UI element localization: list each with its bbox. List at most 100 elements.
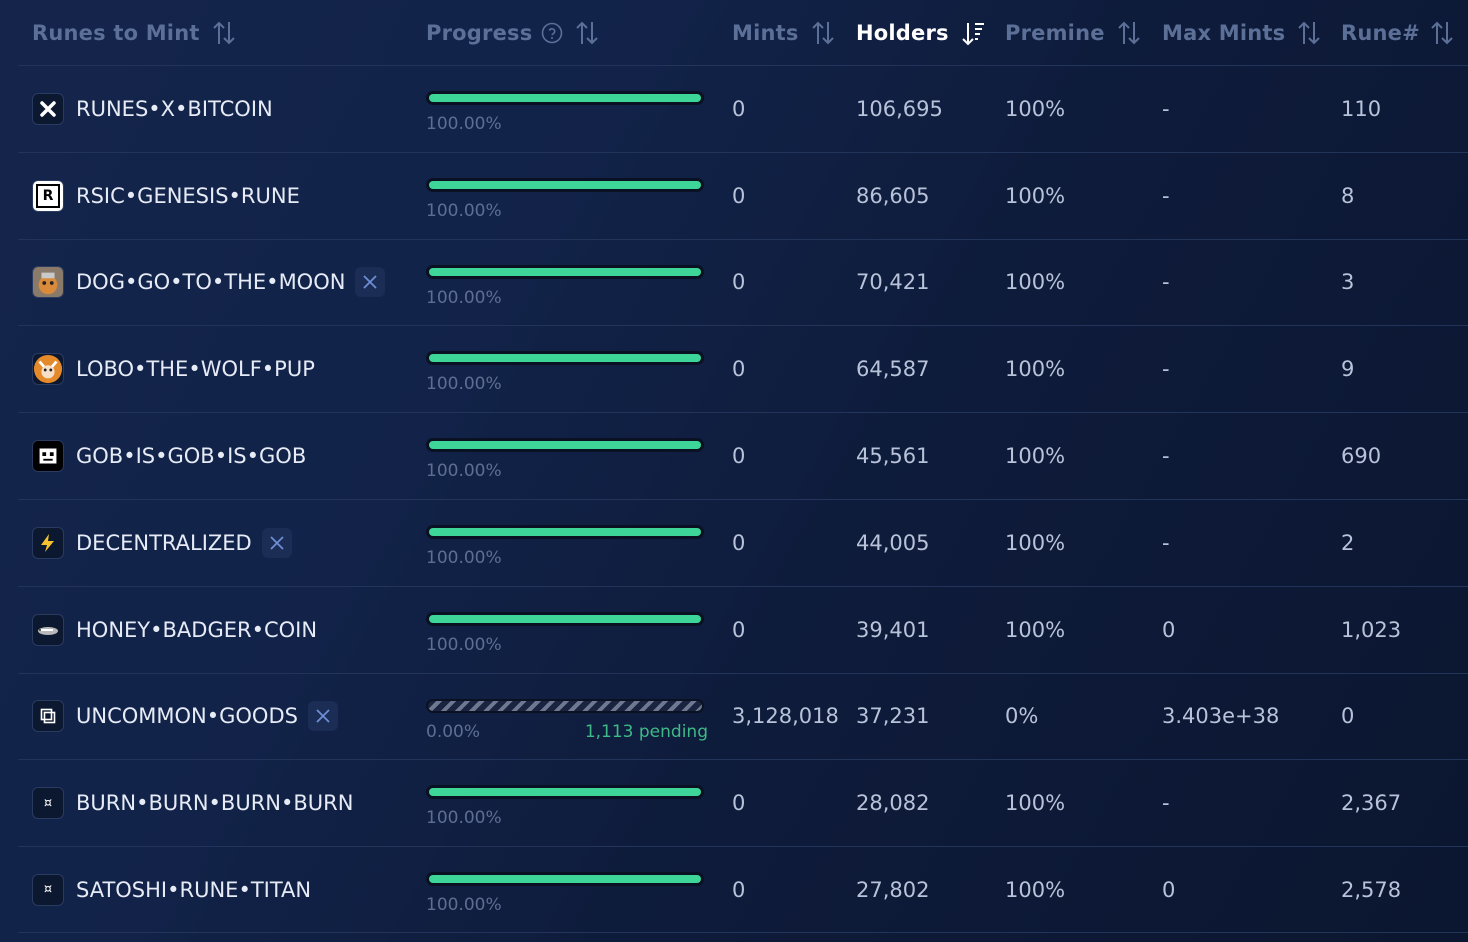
max-mints-value: -	[1162, 791, 1170, 816]
holders-value: 45,561	[856, 444, 930, 469]
progress-cell: 0.00% 1,113 pending	[426, 674, 708, 760]
col-holders[interactable]: Holders	[856, 0, 985, 66]
rune-name[interactable]: SATOSHI•RUNE•TITAN	[76, 877, 312, 902]
rune-name-cell[interactable]: HONEY•BADGER•COIN	[32, 587, 317, 673]
rune-name[interactable]: RUNES•X•BITCOIN	[76, 96, 273, 121]
rune-name[interactable]: LOBO•THE•WOLF•PUP	[76, 357, 315, 382]
table-row[interactable]: ¤ SATOSHI•RUNE•TITAN 100.00% 0 27,802 100% 0 2,…	[18, 846, 1468, 933]
mints-value: 0	[732, 357, 746, 382]
rune-name-cell[interactable]: DOG•GO•TO•THE•MOON	[32, 240, 386, 326]
col-rune-number-label: Rune#	[1341, 21, 1420, 45]
progress-bar-fill	[429, 788, 701, 797]
rune-number-value: 2	[1341, 530, 1355, 555]
rune-name-cell[interactable]: ¤ BURN•BURN•BURN•BURN	[32, 760, 353, 846]
max-mints-value: 0	[1162, 617, 1176, 642]
max-mints-value: 0	[1162, 877, 1176, 902]
rune-name[interactable]: BURN•BURN•BURN•BURN	[76, 791, 354, 816]
col-rune-number[interactable]: Rune#	[1341, 0, 1454, 66]
progress-cell: 100.00%	[426, 760, 708, 846]
progress-bar	[426, 264, 704, 279]
table-row[interactable]: DECENTRALIZED 100.00% 0 44,005 100% - 2	[18, 498, 1468, 586]
rune-name[interactable]: GOB•IS•GOB•IS•GOB	[76, 444, 307, 469]
table-row[interactable]: LOBO•THE•WOLF•PUP 100.00% 0 64,587 100% - 9	[18, 325, 1468, 412]
premine-value: 100%	[1005, 791, 1066, 816]
rune-number-value: 110	[1341, 96, 1382, 121]
sort-icon[interactable]	[1297, 20, 1321, 46]
col-progress[interactable]: Progress	[426, 0, 599, 66]
progress-bar-fill	[429, 94, 701, 102]
rune-name[interactable]: DOG•GO•TO•THE•MOON	[76, 270, 346, 295]
progress-bar-fill	[429, 441, 701, 450]
mints-value: 0	[732, 96, 746, 121]
help-circle-icon[interactable]	[541, 22, 563, 44]
sort-descending-icon[interactable]	[961, 20, 985, 46]
premine-value: 100%	[1005, 96, 1066, 121]
premine-value: 100%	[1005, 183, 1066, 208]
sort-icon[interactable]	[1117, 20, 1141, 46]
col-runes-to-mint[interactable]: Runes to Mint	[32, 0, 236, 66]
rune-name[interactable]: DECENTRALIZED	[76, 530, 252, 555]
max-mints-value: -	[1162, 270, 1170, 295]
rune-name-cell[interactable]: ¤ SATOSHI•RUNE•TITAN	[32, 847, 311, 932]
max-mints-value: -	[1162, 357, 1170, 382]
x-social-icon[interactable]	[261, 527, 292, 558]
goods-box-icon	[32, 700, 64, 733]
x-mark-icon	[32, 92, 64, 125]
mints-value: 0	[732, 791, 746, 816]
table-row[interactable]: DOG•GO•TO•THE•MOON 100.00% 0 70,421 100% - 3	[18, 238, 1468, 326]
rune-symbol-icon: ¤	[32, 787, 64, 820]
gob-face-icon	[32, 440, 64, 473]
table-row[interactable]: GOB•IS•GOB•IS•GOB 100.00% 0 45,561 100% - 690	[18, 412, 1468, 499]
table-header: Runes to Mint Progress Mints Holders Pre…	[0, 0, 1468, 66]
x-social-icon[interactable]	[355, 267, 386, 298]
col-progress-label: Progress	[426, 21, 533, 45]
rune-name-cell[interactable]: UNCOMMON•GOODS	[32, 674, 338, 760]
premine-value: 100%	[1005, 270, 1066, 295]
sort-icon[interactable]	[575, 20, 599, 46]
holders-value: 39,401	[856, 617, 930, 642]
rune-number-value: 3	[1341, 270, 1355, 295]
col-mints[interactable]: Mints	[732, 0, 835, 66]
premine-value: 100%	[1005, 530, 1066, 555]
progress-cell: 100.00%	[426, 66, 708, 152]
progress-bar	[426, 698, 704, 713]
table-row[interactable]: ¤ BURN•BURN•BURN•BURN 100.00% 0 28,082 100% - 2…	[18, 759, 1468, 846]
progress-bar	[426, 611, 704, 626]
col-premine[interactable]: Premine	[1005, 0, 1141, 66]
progress-bar-fill	[429, 354, 701, 363]
dog-avatar-icon	[32, 266, 64, 299]
rune-name[interactable]: UNCOMMON•GOODS	[76, 704, 298, 729]
progress-bar	[426, 177, 704, 192]
col-max-mints[interactable]: Max Mints	[1162, 0, 1321, 66]
premine-value: 0%	[1005, 704, 1039, 729]
mints-value: 0	[732, 877, 746, 902]
rune-name-cell[interactable]: DECENTRALIZED	[32, 500, 292, 586]
x-social-icon[interactable]	[307, 701, 338, 732]
progress-percent: 100.00%	[426, 547, 502, 568]
wolf-avatar-icon	[32, 353, 64, 386]
rune-name[interactable]: RSIC•GENESIS•RUNE	[76, 183, 300, 208]
rune-symbol-icon: ¤	[32, 873, 64, 906]
sort-icon[interactable]	[1430, 20, 1454, 46]
rune-name-cell[interactable]: R RSIC•GENESIS•RUNE	[32, 153, 300, 239]
premine-value: 100%	[1005, 617, 1066, 642]
col-holders-label: Holders	[856, 21, 949, 45]
rune-name-cell[interactable]: LOBO•THE•WOLF•PUP	[32, 326, 315, 412]
col-mints-label: Mints	[732, 21, 799, 45]
rune-name-cell[interactable]: RUNES•X•BITCOIN	[32, 66, 273, 152]
table-row[interactable]: RUNES•X•BITCOIN 100.00% 0 106,695 100% - 110	[18, 65, 1468, 152]
table-row[interactable]: HONEY•BADGER•COIN 100.00% 0 39,401 100% 0 1,02…	[18, 585, 1468, 673]
mints-value: 0	[732, 444, 746, 469]
rune-name[interactable]: HONEY•BADGER•COIN	[76, 617, 318, 642]
holders-value: 64,587	[856, 357, 930, 382]
table-row[interactable]: R RSIC•GENESIS•RUNE 100.00% 0 86,605 100% - 8	[18, 151, 1468, 239]
sort-icon[interactable]	[212, 20, 236, 46]
progress-bar-fill	[429, 180, 701, 189]
sort-icon[interactable]	[811, 20, 835, 46]
progress-bar-fill	[429, 527, 701, 536]
table-row[interactable]: UNCOMMON•GOODS 0.00% 1,113 pending 3,128,01…	[18, 672, 1468, 760]
rune-name-cell[interactable]: GOB•IS•GOB•IS•GOB	[32, 413, 306, 499]
col-premine-label: Premine	[1005, 21, 1105, 45]
progress-bar-fill	[429, 614, 701, 623]
